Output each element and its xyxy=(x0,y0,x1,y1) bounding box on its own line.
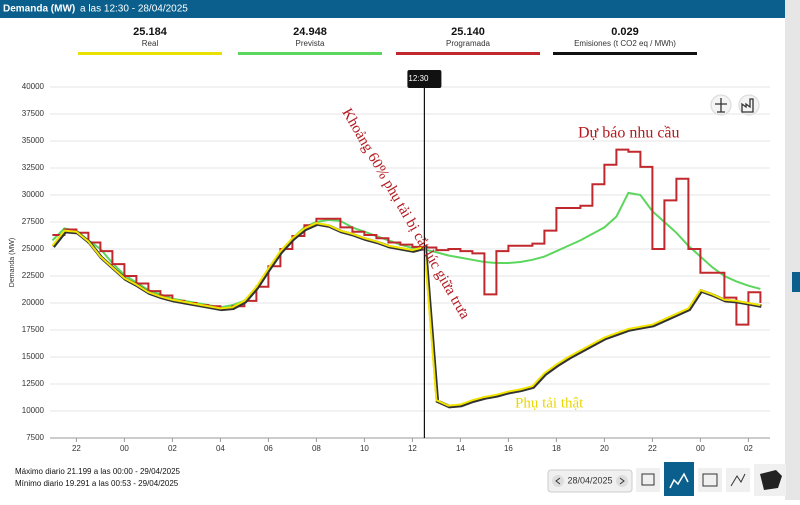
line-real xyxy=(51,222,761,407)
y-tick-label: 22500 xyxy=(22,271,45,280)
x-tick-label: 10 xyxy=(360,444,369,453)
header-subtitle: a las 12:30 - 28/04/2025 xyxy=(80,4,188,15)
view-buttons[interactable] xyxy=(636,462,786,496)
y-tick-label: 27500 xyxy=(22,217,45,226)
y-tick-label: 25000 xyxy=(22,244,45,253)
legend-name: Emisiones (t CO2 eq / MWh) xyxy=(574,39,676,48)
date-picker[interactable] xyxy=(547,469,633,493)
y-tick-label: 7500 xyxy=(26,433,44,442)
line-programada xyxy=(52,148,762,326)
header-bar xyxy=(0,0,785,18)
annotation: Dự báo nhu cầu xyxy=(578,125,680,142)
legend-value: 25.140 xyxy=(451,26,485,38)
legend-swatch xyxy=(396,52,540,55)
y-tick-label: 35000 xyxy=(22,136,45,145)
x-tick-label: 20 xyxy=(600,444,609,453)
x-tick-label: 22 xyxy=(648,444,657,453)
x-tick-label: 00 xyxy=(696,444,705,453)
annotation: Phụ tải thật xyxy=(515,395,584,411)
cursor-label: 12:30 xyxy=(408,74,429,83)
legend-swatch xyxy=(238,52,382,55)
legend-value: 25.184 xyxy=(133,26,168,38)
legend-name: Real xyxy=(142,39,159,48)
y-tick-label: 37500 xyxy=(22,109,45,118)
header-title: Demanda (MW) xyxy=(3,4,75,15)
x-tick-label: 08 xyxy=(312,444,321,453)
x-tick-label: 22 xyxy=(72,444,81,453)
x-tick-label: 18 xyxy=(552,444,561,453)
y-tick-label: 40000 xyxy=(22,82,45,91)
x-tick-label: 06 xyxy=(264,444,273,453)
line-shadow xyxy=(52,222,762,409)
x-tick-label: 02 xyxy=(744,444,753,453)
legend-value: 0.029 xyxy=(611,26,639,38)
annotation: Khoảng 60% phụ tải bị cắt lúc giữa trưa xyxy=(339,106,473,322)
y-tick-label: 15000 xyxy=(22,352,45,361)
y-tick-label: 10000 xyxy=(22,406,45,415)
daily-max: Máximo diario 21.199 a las 00:00 - 29/04… xyxy=(15,467,180,476)
y-tick-label: 30000 xyxy=(22,190,45,199)
y-tick-label: 17500 xyxy=(22,325,45,334)
legend-name: Programada xyxy=(446,39,491,48)
x-tick-label: 02 xyxy=(168,444,177,453)
x-tick-label: 16 xyxy=(504,444,513,453)
legend-swatch xyxy=(78,52,222,55)
x-tick-label: 00 xyxy=(120,444,129,453)
legend-swatch xyxy=(553,52,697,55)
side-tab xyxy=(792,272,800,292)
side-strip xyxy=(785,0,800,500)
y-tick-label: 20000 xyxy=(22,298,45,307)
icon-buttons[interactable] xyxy=(710,94,760,116)
cursor-box xyxy=(407,70,442,88)
legend-value: 24.948 xyxy=(293,26,327,38)
x-tick-label: 12 xyxy=(408,444,417,453)
footer: Máximo diario 21.199 a las 00:00 - 29/04… xyxy=(15,466,180,490)
x-tick-label: 14 xyxy=(456,444,465,453)
line-prevista xyxy=(51,191,761,309)
daily-min: Mínimo diario 19.291 a las 00:53 - 29/04… xyxy=(15,479,179,488)
y-tick-label: 32500 xyxy=(22,163,45,172)
x-tick-label: 04 xyxy=(216,444,225,453)
legend-name: Prevista xyxy=(296,39,325,48)
y-tick-label: 12500 xyxy=(22,379,45,388)
date-text: 28/04/2025 xyxy=(567,475,612,485)
y-axis-label: Demanda (MW) xyxy=(9,238,16,287)
